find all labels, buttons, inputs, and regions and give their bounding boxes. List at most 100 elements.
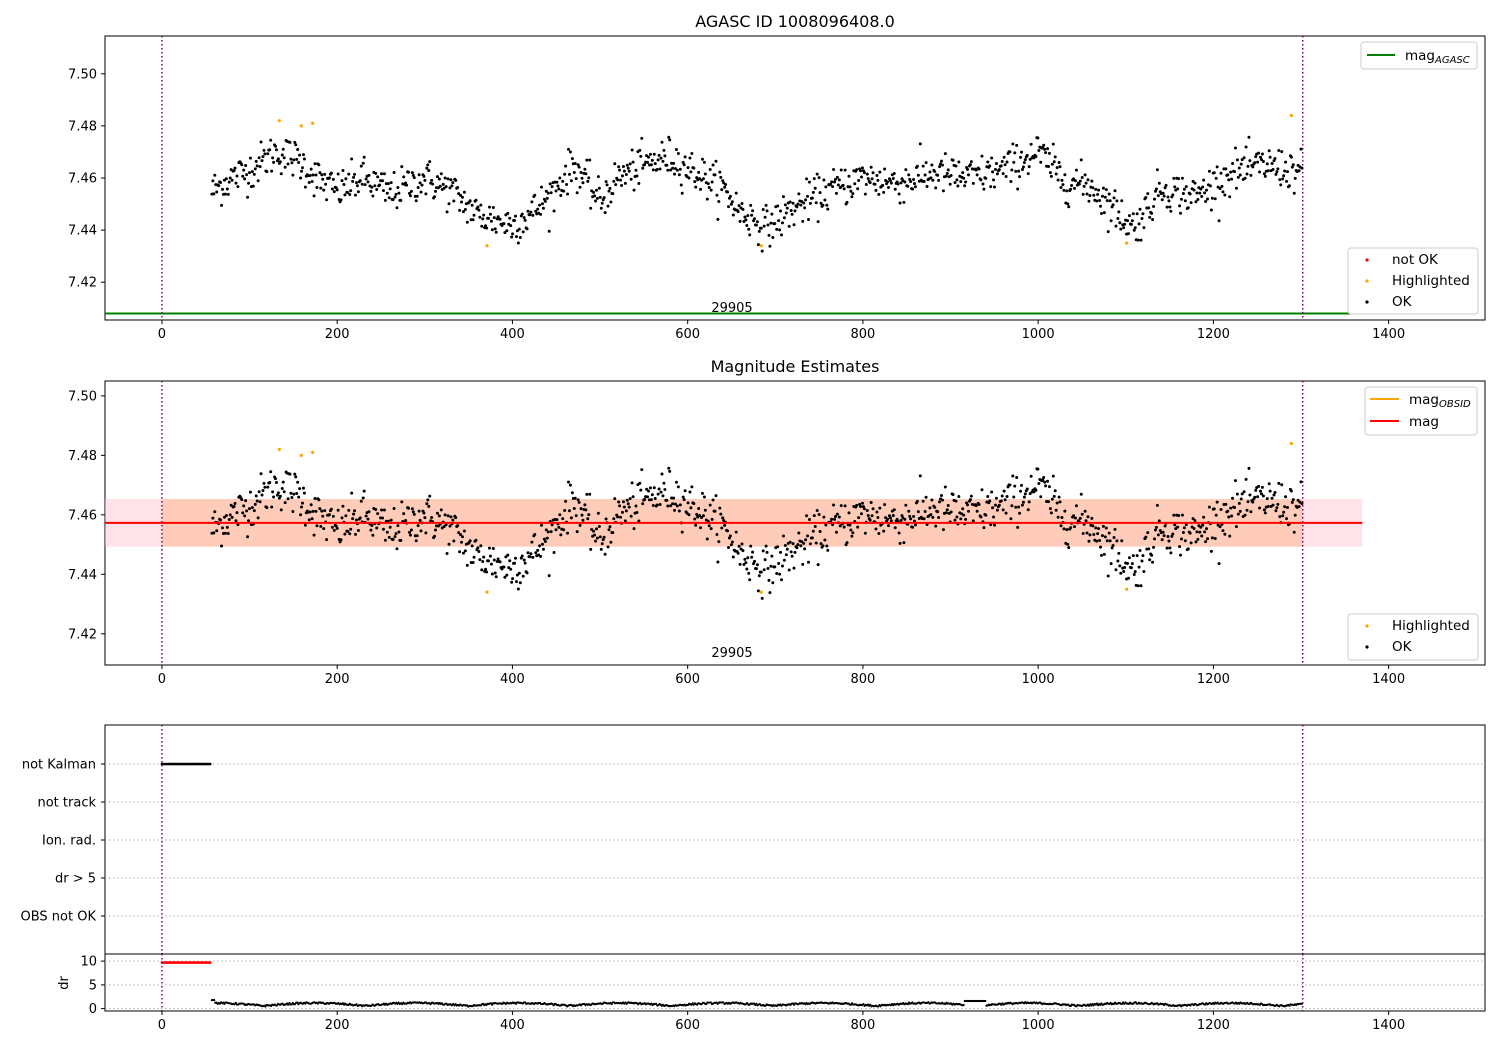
ok-point — [1167, 539, 1171, 543]
dr-point — [755, 1002, 758, 1005]
ok-point — [461, 210, 465, 214]
ok-point — [724, 183, 728, 187]
ok-point — [743, 215, 747, 219]
ok-point — [700, 157, 704, 161]
ok-point — [984, 176, 988, 180]
ok-point — [817, 512, 821, 516]
ok-point — [366, 180, 370, 184]
ok-point — [810, 536, 814, 540]
ok-point — [1109, 219, 1113, 223]
ok-point — [734, 530, 738, 534]
ok-point — [628, 162, 632, 166]
ok-point — [831, 185, 835, 189]
ok-point — [1223, 532, 1227, 536]
ok-point — [721, 516, 725, 520]
ok-point — [1154, 187, 1158, 191]
ok-point — [274, 477, 278, 481]
ok-point — [723, 523, 727, 527]
ok-point — [808, 542, 812, 546]
ok-point — [1046, 147, 1050, 151]
ok-point — [212, 192, 216, 196]
ok-point — [1239, 162, 1243, 166]
ok-point — [540, 523, 544, 527]
ok-point — [666, 504, 670, 508]
ok-point — [611, 192, 615, 196]
ok-point — [929, 513, 933, 517]
ok-point — [258, 500, 262, 504]
ok-point — [1195, 530, 1199, 534]
ok-point — [1166, 195, 1170, 199]
ok-point — [1077, 182, 1081, 186]
ok-point — [346, 190, 350, 194]
ok-point — [1284, 160, 1288, 164]
ok-point — [289, 157, 293, 161]
ok-point — [526, 209, 530, 213]
ok-point — [1155, 168, 1159, 172]
ok-point — [1186, 206, 1190, 210]
ok-point — [652, 486, 656, 490]
ok-point — [1277, 148, 1281, 152]
ok-point — [1022, 160, 1026, 164]
ok-point — [891, 177, 895, 181]
ok-point — [1191, 179, 1195, 183]
ok-point — [913, 182, 917, 186]
ok-point — [672, 496, 676, 500]
ok-point — [966, 167, 970, 171]
ok-point — [1042, 143, 1046, 147]
ok-point — [851, 531, 855, 535]
ok-point — [1107, 531, 1111, 535]
ok-point — [637, 519, 641, 523]
ok-point — [563, 172, 567, 176]
ok-point — [693, 517, 697, 521]
ok-point — [281, 147, 285, 151]
ok-point — [975, 509, 979, 513]
ok-point — [1138, 207, 1142, 211]
ok-point — [1142, 226, 1146, 230]
ok-point — [801, 219, 805, 223]
ok-point — [272, 495, 276, 499]
ok-point — [423, 516, 427, 520]
ok-point — [215, 190, 219, 194]
dr-point — [355, 1003, 358, 1006]
ok-point — [1183, 539, 1187, 543]
ok-point — [521, 230, 525, 234]
ok-point — [847, 511, 851, 515]
highlighted-point — [485, 590, 489, 594]
ok-point — [224, 177, 228, 181]
ok-point — [957, 495, 961, 499]
ok-point — [317, 498, 321, 502]
ok-point — [1274, 509, 1278, 513]
ok-point — [787, 224, 791, 228]
ok-point — [389, 181, 393, 185]
ok-point — [245, 173, 249, 177]
ok-point — [399, 198, 403, 202]
highlighted-point — [485, 244, 489, 248]
ok-point — [702, 160, 706, 164]
highlighted-point — [1125, 587, 1129, 591]
ok-point — [578, 185, 582, 189]
ok-point — [226, 192, 230, 196]
ok-point — [674, 480, 678, 484]
ok-point — [775, 227, 779, 231]
ok-point — [291, 173, 295, 177]
ok-point — [1137, 565, 1141, 569]
ok-point — [660, 472, 664, 476]
ok-point — [765, 550, 769, 554]
ok-point — [756, 589, 760, 593]
ok-point — [1139, 584, 1143, 588]
highlighted-point — [1289, 441, 1293, 446]
ok-point — [374, 508, 378, 512]
ok-point — [1168, 205, 1172, 209]
ok-point — [843, 504, 847, 508]
ok-point — [233, 166, 237, 170]
ok-point — [565, 182, 569, 186]
ok-point — [407, 170, 411, 174]
ok-point — [274, 481, 278, 485]
ok-point — [643, 163, 647, 167]
ok-point — [430, 516, 434, 520]
ok-point — [802, 201, 806, 205]
ok-point — [869, 501, 873, 505]
ok-point — [1070, 183, 1074, 187]
ok-point — [1280, 150, 1284, 154]
ok-point — [708, 168, 712, 172]
